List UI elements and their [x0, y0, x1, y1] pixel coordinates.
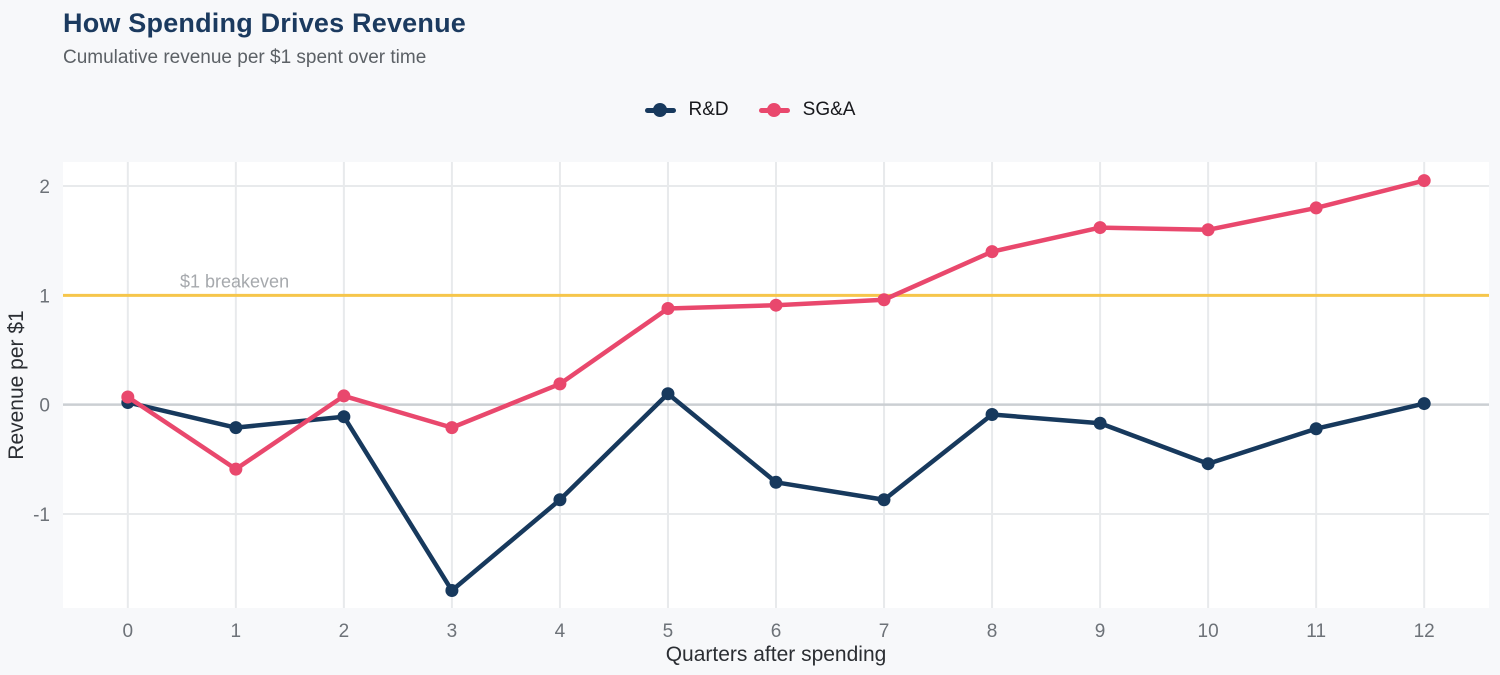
sga-data-point[interactable]	[553, 377, 567, 391]
sga-data-point[interactable]	[337, 389, 351, 403]
x-tick-label: 11	[1306, 621, 1326, 642]
rd-data-point[interactable]	[553, 493, 567, 507]
sga-data-point[interactable]	[1309, 201, 1323, 215]
x-tick-label: 7	[879, 621, 890, 642]
x-tick-label: 3	[447, 621, 458, 642]
rd-data-point[interactable]	[337, 410, 351, 424]
rd-data-point[interactable]	[1093, 416, 1107, 430]
y-axis-title: Revenue per $1	[5, 310, 28, 459]
rd-data-point[interactable]	[229, 421, 243, 435]
legend-item-sga[interactable]: SG&A	[758, 99, 856, 121]
y-tick-label: 0	[39, 396, 50, 417]
sga-data-point[interactable]	[661, 301, 675, 315]
rd-data-point[interactable]	[1201, 457, 1215, 471]
rd-data-point[interactable]	[985, 408, 999, 422]
x-axis-title: Quarters after spending	[666, 643, 887, 666]
legend: R&D SG&A	[0, 96, 1500, 124]
y-tick-label: -1	[33, 505, 50, 526]
sga-data-point[interactable]	[445, 421, 459, 435]
chart-subtitle: Cumulative revenue per $1 spent over tim…	[63, 47, 427, 68]
x-tick-label: 9	[1095, 621, 1106, 642]
x-tick-label: 5	[663, 621, 674, 642]
sga-data-point[interactable]	[1417, 174, 1431, 188]
sga-data-point[interactable]	[985, 245, 999, 259]
sga-data-point[interactable]	[1093, 221, 1107, 235]
rd-legend-marker-icon	[644, 103, 676, 117]
legend-label-sga: SG&A	[802, 99, 856, 120]
x-tick-label: 8	[987, 621, 998, 642]
sga-data-point[interactable]	[121, 390, 135, 404]
rd-data-point[interactable]	[661, 387, 675, 401]
sga-data-point[interactable]	[877, 293, 891, 307]
chart-title: How Spending Drives Revenue	[63, 8, 466, 38]
sga-legend-marker-icon	[758, 103, 790, 117]
x-tick-label: 12	[1414, 621, 1435, 642]
rd-data-point[interactable]	[445, 584, 459, 598]
rd-data-point[interactable]	[769, 475, 783, 489]
sga-data-point[interactable]	[229, 462, 243, 476]
y-tick-label: 1	[39, 286, 50, 307]
breakeven-label: $1 breakeven	[180, 271, 289, 291]
x-tick-label: 1	[231, 621, 242, 642]
x-tick-label: 6	[771, 621, 782, 642]
x-tick-label: 4	[555, 621, 566, 642]
x-tick-label: 2	[339, 621, 350, 642]
rd-data-point[interactable]	[1309, 422, 1323, 436]
sga-data-point[interactable]	[1201, 223, 1215, 237]
legend-label-rd: R&D	[688, 99, 729, 120]
rd-data-point[interactable]	[877, 493, 891, 507]
sga-data-point[interactable]	[769, 298, 783, 312]
rd-data-point[interactable]	[1417, 397, 1431, 411]
legend-item-rd[interactable]: R&D	[644, 99, 729, 121]
x-tick-label: 10	[1198, 621, 1219, 642]
y-tick-label: 2	[39, 177, 50, 198]
x-tick-label: 0	[123, 621, 134, 642]
